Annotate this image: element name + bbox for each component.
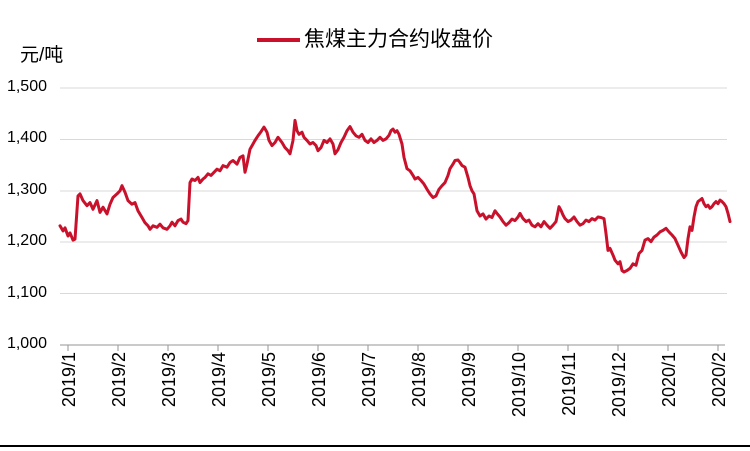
y-axis-unit-label: 元/吨 <box>20 45 64 66</box>
legend-series-label: 焦煤主力合约收盘价 <box>304 28 493 51</box>
chart-legend: 焦煤主力合约收盘价 <box>0 27 750 53</box>
figure-bottom-border <box>0 445 750 447</box>
series-line <box>58 118 732 274</box>
legend-line-swatch <box>257 38 300 42</box>
